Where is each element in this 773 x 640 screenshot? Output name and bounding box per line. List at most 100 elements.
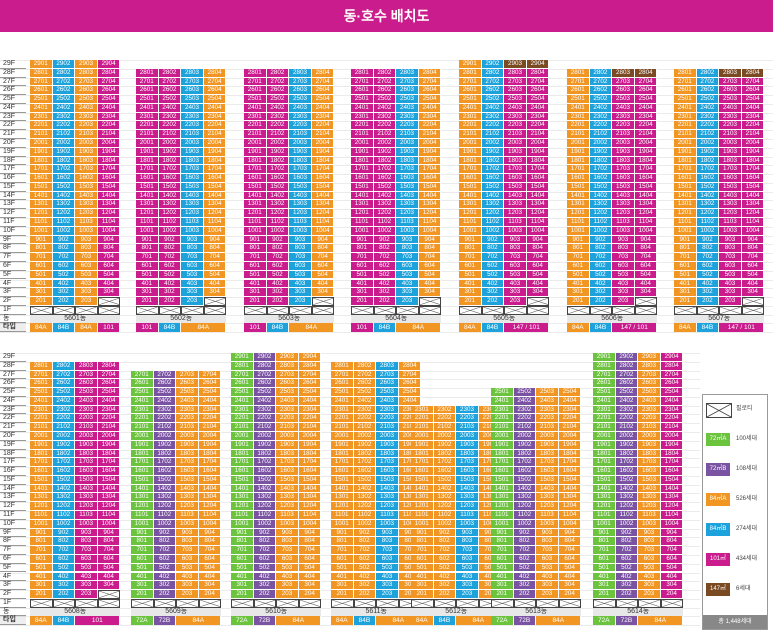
unit-cell[interactable]: 2902	[481, 60, 505, 69]
unit-cell[interactable]: 2803	[396, 68, 419, 78]
unit-cell[interactable]: 2104	[203, 130, 227, 139]
unit-cell[interactable]: 2501	[30, 95, 53, 104]
unit-cell[interactable]: 803	[289, 244, 312, 254]
unit-cell[interactable]: 2701	[30, 370, 53, 380]
unit-cell[interactable]: 203	[504, 297, 527, 306]
unit-cell[interactable]: 904	[660, 528, 684, 538]
unit-cell[interactable]: 1802	[696, 156, 720, 166]
unit-cell[interactable]: 2104	[97, 423, 121, 432]
unit-cell[interactable]: 402	[433, 572, 457, 582]
unit-cell[interactable]: 1103	[176, 511, 199, 520]
unit-cell[interactable]: 1401	[231, 484, 254, 494]
unit-cell[interactable]: 1801	[30, 449, 53, 459]
unit-cell[interactable]: 203	[176, 590, 199, 599]
unit-cell[interactable]: 2701	[351, 77, 374, 87]
unit-cell[interactable]: 1902	[52, 147, 76, 157]
unit-cell[interactable]: 2304	[311, 112, 335, 122]
unit-cell[interactable]: 1201	[459, 209, 482, 219]
unit-cell[interactable]: 2001	[30, 139, 53, 148]
unit-cell[interactable]: 1503	[181, 182, 204, 192]
unit-cell[interactable]: 1404	[97, 191, 121, 201]
unit-cell[interactable]: 2704	[526, 77, 550, 87]
unit-cell[interactable]: 2302	[696, 112, 720, 122]
unit-cell[interactable]: 2702	[615, 370, 639, 380]
unit-cell[interactable]: 302	[696, 288, 720, 298]
unit-cell[interactable]: 301	[593, 581, 616, 591]
unit-cell[interactable]: 2502	[158, 95, 182, 104]
unit-cell[interactable]: 1602	[253, 467, 277, 476]
unit-cell[interactable]: 1404	[418, 191, 442, 201]
unit-cell[interactable]: 1001	[231, 519, 254, 529]
unit-cell[interactable]: 1101	[351, 218, 374, 227]
unit-cell[interactable]: 2204	[526, 121, 550, 131]
unit-cell[interactable]: 1901	[491, 440, 514, 450]
unit-cell[interactable]: 2001	[244, 139, 267, 148]
unit-cell[interactable]: 1703	[396, 165, 419, 175]
unit-cell[interactable]: 602	[589, 261, 613, 271]
unit-cell[interactable]: 1201	[351, 209, 374, 219]
unit-cell[interactable]: 702	[513, 546, 537, 555]
unit-cell[interactable]: 2102	[373, 130, 397, 139]
unit-cell[interactable]: 1503	[289, 182, 312, 192]
unit-cell[interactable]: 303	[396, 288, 419, 298]
unit-cell[interactable]: 703	[396, 253, 419, 262]
unit-cell[interactable]: 1103	[75, 511, 98, 520]
unit-cell[interactable]: 401	[593, 572, 616, 582]
unit-cell[interactable]: 1903	[289, 147, 312, 157]
unit-cell[interactable]: 1303	[396, 200, 419, 210]
unit-cell[interactable]: 504	[97, 270, 121, 280]
unit-cell[interactable]: 1904	[97, 147, 121, 157]
unit-cell[interactable]: 2701	[459, 77, 482, 87]
unit-cell[interactable]: 1702	[52, 458, 76, 468]
unit-cell[interactable]: 2002	[373, 139, 397, 148]
unit-cell[interactable]: 2104	[298, 423, 322, 432]
unit-cell[interactable]: 1301	[674, 200, 697, 210]
unit-cell[interactable]: 1101	[491, 511, 514, 520]
unit-cell[interactable]: 1403	[536, 484, 559, 494]
unit-cell[interactable]: 1303	[456, 493, 479, 503]
unit-cell[interactable]: 1004	[97, 519, 121, 529]
unit-cell[interactable]: 1603	[536, 467, 559, 476]
unit-cell[interactable]: 1903	[176, 440, 199, 450]
unit-cell[interactable]: 1604	[558, 467, 582, 476]
unit-cell[interactable]: 1702	[513, 458, 537, 468]
unit-cell[interactable]: 1504	[418, 182, 442, 192]
unit-cell[interactable]: 1202	[266, 209, 290, 219]
unit-cell[interactable]: 2603	[289, 86, 312, 96]
unit-cell[interactable]: 2201	[30, 414, 53, 424]
unit-cell[interactable]: 2303	[504, 112, 527, 122]
unit-cell[interactable]: 1401	[30, 484, 53, 494]
unit-cell[interactable]: 2403	[181, 103, 204, 113]
unit-cell[interactable]: 1404	[634, 191, 658, 201]
unit-cell[interactable]: 1303	[612, 200, 635, 210]
unit-cell[interactable]: 1502	[696, 182, 720, 192]
unit-cell[interactable]: 202	[696, 297, 720, 306]
unit-cell[interactable]: 603	[536, 554, 559, 564]
unit-cell[interactable]: 2704	[660, 370, 684, 380]
unit-cell[interactable]: 1704	[526, 165, 550, 175]
unit-cell[interactable]: 1204	[97, 209, 121, 219]
unit-cell[interactable]: 504	[526, 270, 550, 280]
unit-cell[interactable]: 202	[481, 297, 505, 306]
unit-cell[interactable]: 2104	[311, 130, 335, 139]
unit-cell[interactable]: 604	[741, 261, 765, 271]
unit-cell[interactable]: 602	[373, 261, 397, 271]
unit-cell[interactable]: 904	[97, 235, 121, 245]
unit-cell[interactable]: 2203	[719, 121, 742, 131]
unit-cell[interactable]: 2601	[459, 86, 482, 96]
unit-cell[interactable]: 2101	[136, 130, 159, 139]
unit-cell[interactable]: 903	[376, 528, 399, 538]
unit-cell[interactable]: 1501	[244, 182, 267, 192]
unit-cell[interactable]: 1003	[504, 226, 527, 236]
unit-cell[interactable]: 1204	[741, 209, 765, 219]
unit-cell[interactable]: 702	[158, 253, 182, 262]
unit-cell[interactable]: 1202	[153, 502, 177, 512]
unit-cell[interactable]: 904	[298, 528, 322, 538]
unit-cell[interactable]: 2404	[203, 103, 227, 113]
unit-cell[interactable]: 304	[97, 581, 121, 591]
unit-cell[interactable]: 1501	[30, 475, 53, 485]
unit-cell[interactable]: 1404	[97, 484, 121, 494]
unit-cell[interactable]: 1403	[75, 191, 98, 201]
unit-cell[interactable]: 1401	[136, 191, 159, 201]
unit-cell[interactable]: 2201	[459, 121, 482, 131]
